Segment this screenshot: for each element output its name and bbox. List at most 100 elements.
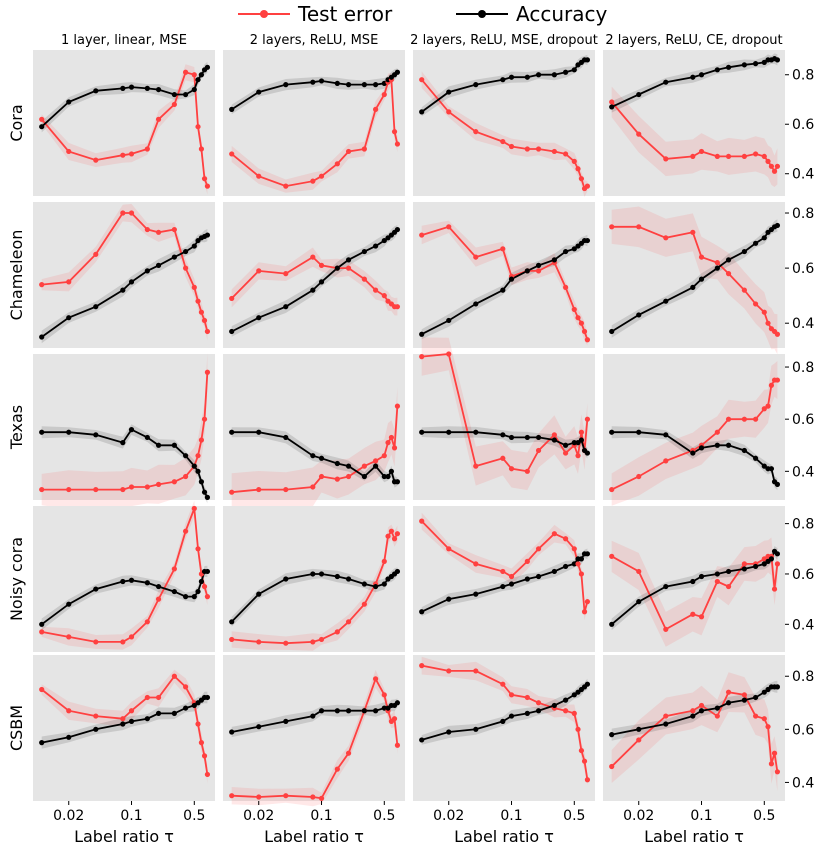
- test-error-point: [765, 320, 771, 326]
- panel: [603, 50, 785, 196]
- test-error-point: [698, 254, 705, 260]
- test-error-point: [394, 742, 401, 748]
- accuracy-point: [345, 463, 352, 469]
- accuracy-point: [473, 82, 479, 88]
- test-error-point: [500, 568, 506, 575]
- test-error-point: [361, 601, 367, 607]
- accuracy-point: [774, 481, 781, 487]
- accuracy-point: [535, 708, 542, 714]
- accuracy-point: [39, 429, 45, 435]
- accuracy-point: [636, 726, 642, 732]
- test-error-point: [155, 596, 162, 602]
- test-error-point: [609, 553, 615, 559]
- test-error-point: [201, 176, 208, 182]
- accuracy-point: [198, 479, 205, 485]
- accuracy-point: [171, 442, 177, 448]
- test-error-point: [144, 146, 150, 152]
- test-error-point: [419, 77, 425, 83]
- test-error-point: [761, 309, 767, 315]
- accuracy-point: [571, 67, 577, 73]
- accuracy-point: [381, 581, 387, 587]
- row-label: Texas: [7, 405, 26, 450]
- panel-background: [223, 354, 405, 500]
- accuracy-point: [198, 72, 205, 78]
- accuracy-point: [128, 279, 135, 285]
- accuracy-point: [774, 57, 781, 63]
- test-error-point: [283, 271, 289, 277]
- accuracy-point: [204, 694, 211, 701]
- test-error-point: [195, 721, 201, 727]
- test-error-point: [698, 702, 705, 709]
- x-axis-label: Label ratio τ: [454, 827, 554, 846]
- accuracy-point: [195, 77, 201, 83]
- test-error-point: [182, 265, 189, 271]
- test-error-band: [41, 64, 208, 195]
- accuracy-point: [334, 708, 340, 714]
- accuracy-band: [421, 54, 588, 117]
- accuracy-point: [535, 573, 542, 580]
- accuracy-point: [171, 91, 177, 98]
- panel: [223, 202, 405, 348]
- test-error-point: [310, 178, 316, 184]
- test-error-point: [345, 265, 352, 271]
- accuracy-point: [155, 262, 162, 268]
- test-error-point: [93, 713, 99, 719]
- test-error-point: [204, 369, 211, 375]
- accuracy-point: [524, 74, 530, 80]
- test-error-point: [575, 166, 581, 172]
- accuracy-point: [562, 248, 569, 255]
- test-error-point: [524, 558, 530, 564]
- accuracy-point: [500, 287, 506, 293]
- test-error-point: [551, 148, 557, 155]
- test-error-point: [419, 232, 425, 238]
- column-title: 2 layers, ReLU, CE, dropout: [605, 33, 782, 48]
- test-error-point: [381, 453, 387, 459]
- test-error-line: [421, 353, 589, 473]
- accuracy-point: [752, 563, 759, 570]
- accuracy-band: [41, 424, 208, 504]
- test-error-point: [725, 271, 732, 277]
- test-error-point: [381, 692, 387, 698]
- panel-background: [603, 50, 785, 196]
- accuracy-point: [93, 586, 99, 592]
- y-tick-label: 0.6: [792, 117, 814, 133]
- accuracy-point: [66, 315, 72, 321]
- test-error-point: [394, 141, 401, 147]
- accuracy-point: [229, 429, 235, 435]
- accuracy-band: [41, 565, 208, 631]
- test-error-point: [768, 163, 775, 169]
- accuracy-point: [198, 578, 205, 585]
- accuracy-point: [446, 317, 452, 324]
- accuracy-point: [698, 708, 705, 714]
- test-error-point: [575, 561, 581, 567]
- accuracy-point: [155, 710, 162, 717]
- test-error-point: [446, 351, 452, 357]
- accuracy-point: [120, 578, 126, 585]
- row-label: Cora: [7, 104, 26, 141]
- test-error-band: [611, 361, 778, 506]
- accuracy-point: [372, 583, 379, 590]
- accuracy-point: [229, 106, 235, 112]
- accuracy-point: [663, 583, 669, 590]
- test-error-point: [768, 382, 775, 388]
- test-error-point: [663, 156, 669, 162]
- test-error-point: [765, 724, 771, 730]
- accuracy-point: [725, 568, 732, 575]
- accuracy-point: [191, 86, 197, 93]
- test-error-point: [318, 473, 325, 480]
- accuracy-point: [256, 315, 262, 321]
- accuracy-point: [191, 594, 197, 600]
- accuracy-point: [155, 442, 162, 448]
- accuracy-point: [609, 732, 615, 738]
- test-error-point: [195, 453, 201, 459]
- accuracy-point: [761, 59, 767, 65]
- accuracy-point: [283, 576, 289, 582]
- test-error-point: [562, 450, 569, 456]
- test-error-band: [611, 537, 778, 647]
- accuracy-point: [535, 434, 542, 441]
- test-error-point: [584, 183, 591, 189]
- accuracy-point: [229, 619, 235, 625]
- accuracy-point: [361, 473, 367, 480]
- test-error-point: [609, 763, 615, 770]
- test-error-point: [182, 69, 189, 75]
